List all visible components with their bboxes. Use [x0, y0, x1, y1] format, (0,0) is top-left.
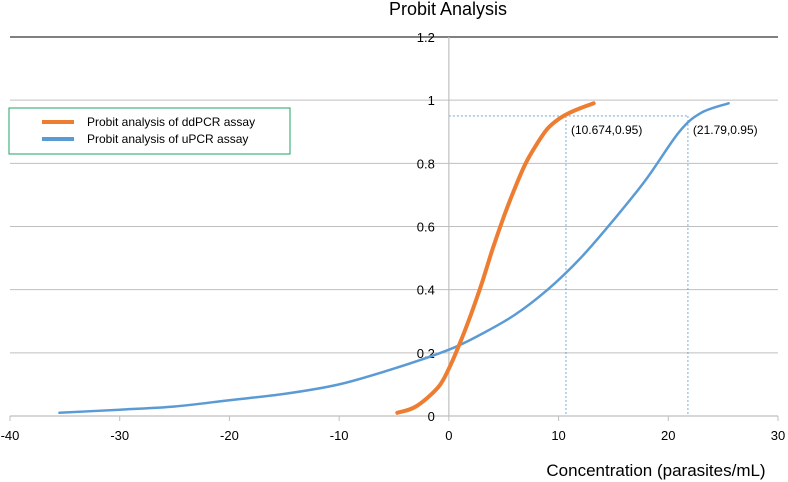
x-tick-label-5: 10: [551, 428, 565, 443]
x-tick-label-3: -10: [330, 428, 349, 443]
series-lines: [58, 101, 730, 415]
chart-title: Probit Analysis: [389, 0, 507, 19]
y-tick-label-6: 1.2: [417, 30, 435, 45]
y-tick-label-2: 0.4: [417, 283, 435, 298]
x-tick-label-4: 0: [445, 428, 452, 443]
legend-box: [8, 107, 291, 155]
y-tick-label-4: 0.8: [417, 156, 435, 171]
y-tick-label-5: 1: [428, 93, 435, 108]
x-tick-label-7: 30: [771, 428, 785, 443]
y-tick-label-0: 0: [428, 409, 435, 424]
guide-lines: [448, 115, 689, 416]
annotation-label-0: (10.674,0.95): [571, 123, 642, 137]
gridlines: [10, 36, 778, 354]
x-tick-label-2: -20: [220, 428, 239, 443]
x-tick-label-0: -40: [1, 428, 20, 443]
series-line-ddpcr: [395, 101, 596, 415]
x-tick-label-1: -30: [110, 428, 129, 443]
x-axis-label: Concentration (parasites/mL): [546, 461, 765, 480]
annotation-label-1: (21.79,0.95): [693, 123, 758, 137]
annotations: (10.674,0.95) (21.79,0.95): [571, 123, 758, 137]
axes: [9, 37, 779, 421]
legend-label-upcr: Probit analysis of uPCR assay: [87, 132, 248, 146]
series-line-upcr: [58, 102, 730, 415]
x-tick-label-6: 20: [661, 428, 675, 443]
legend-label-ddpcr: Probit analysis of ddPCR assay: [87, 115, 255, 129]
y-tick-label-3: 0.6: [417, 220, 435, 235]
legend: Probit analysis of ddPCR assay Probit an…: [8, 107, 291, 155]
